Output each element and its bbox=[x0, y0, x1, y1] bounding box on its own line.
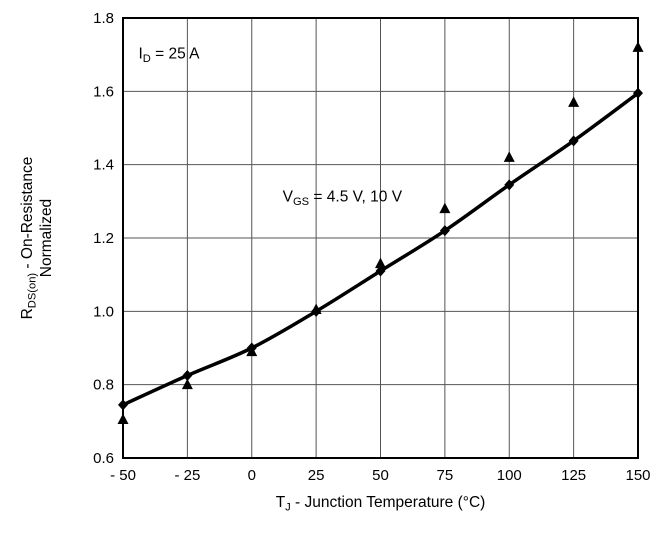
y-axis-title-line2: Normalized bbox=[38, 199, 55, 277]
y-tick-label: 1.0 bbox=[93, 303, 114, 320]
triangle-marker bbox=[117, 413, 129, 424]
x-tick-label: 100 bbox=[497, 467, 522, 484]
y-axis-title-line1: RDS(on) - On-Resistance bbox=[19, 157, 39, 320]
x-axis-title: TJ - Junction Temperature (°C) bbox=[276, 494, 486, 514]
diamond-marker bbox=[504, 179, 515, 191]
triangle-marker bbox=[632, 41, 644, 52]
diamond-marker bbox=[568, 135, 579, 147]
annotation: VGS = 4.5 V, 10 V bbox=[283, 188, 403, 208]
diamond-marker bbox=[633, 87, 643, 99]
y-tick-label: 1.6 bbox=[93, 83, 114, 100]
diamond-marker bbox=[375, 265, 386, 277]
x-tick-label: 150 bbox=[625, 467, 650, 484]
y-tick-label: 0.8 bbox=[93, 377, 114, 394]
triangle-marker bbox=[310, 303, 322, 314]
triangle-marker bbox=[568, 96, 580, 107]
triangle-marker bbox=[439, 202, 451, 214]
diamond-marker bbox=[182, 370, 193, 381]
triangle-marker bbox=[181, 378, 193, 390]
plot-border bbox=[122, 17, 639, 459]
x-tick-label: 75 bbox=[437, 467, 454, 484]
x-tick-label: - 25 bbox=[174, 467, 200, 484]
y-tick-label: 1.8 bbox=[93, 10, 114, 27]
x-tick-label: 125 bbox=[561, 467, 586, 484]
y-tick-label: 1.2 bbox=[93, 230, 114, 247]
x-tick-label: 25 bbox=[308, 467, 325, 484]
x-tick-label: 50 bbox=[372, 467, 389, 484]
diamond-marker bbox=[118, 399, 128, 411]
triangle-marker bbox=[375, 257, 386, 269]
y-tick-label: 1.4 bbox=[93, 157, 114, 174]
annotation: ID = 25 A bbox=[138, 45, 200, 64]
diamond-marker bbox=[439, 225, 450, 237]
x-tick-label: 0 bbox=[248, 467, 256, 484]
x-tick-label: - 50 bbox=[110, 467, 136, 484]
triangle-marker bbox=[503, 151, 515, 162]
y-tick-label: 0.6 bbox=[93, 450, 114, 467]
triangle-marker bbox=[246, 345, 258, 357]
